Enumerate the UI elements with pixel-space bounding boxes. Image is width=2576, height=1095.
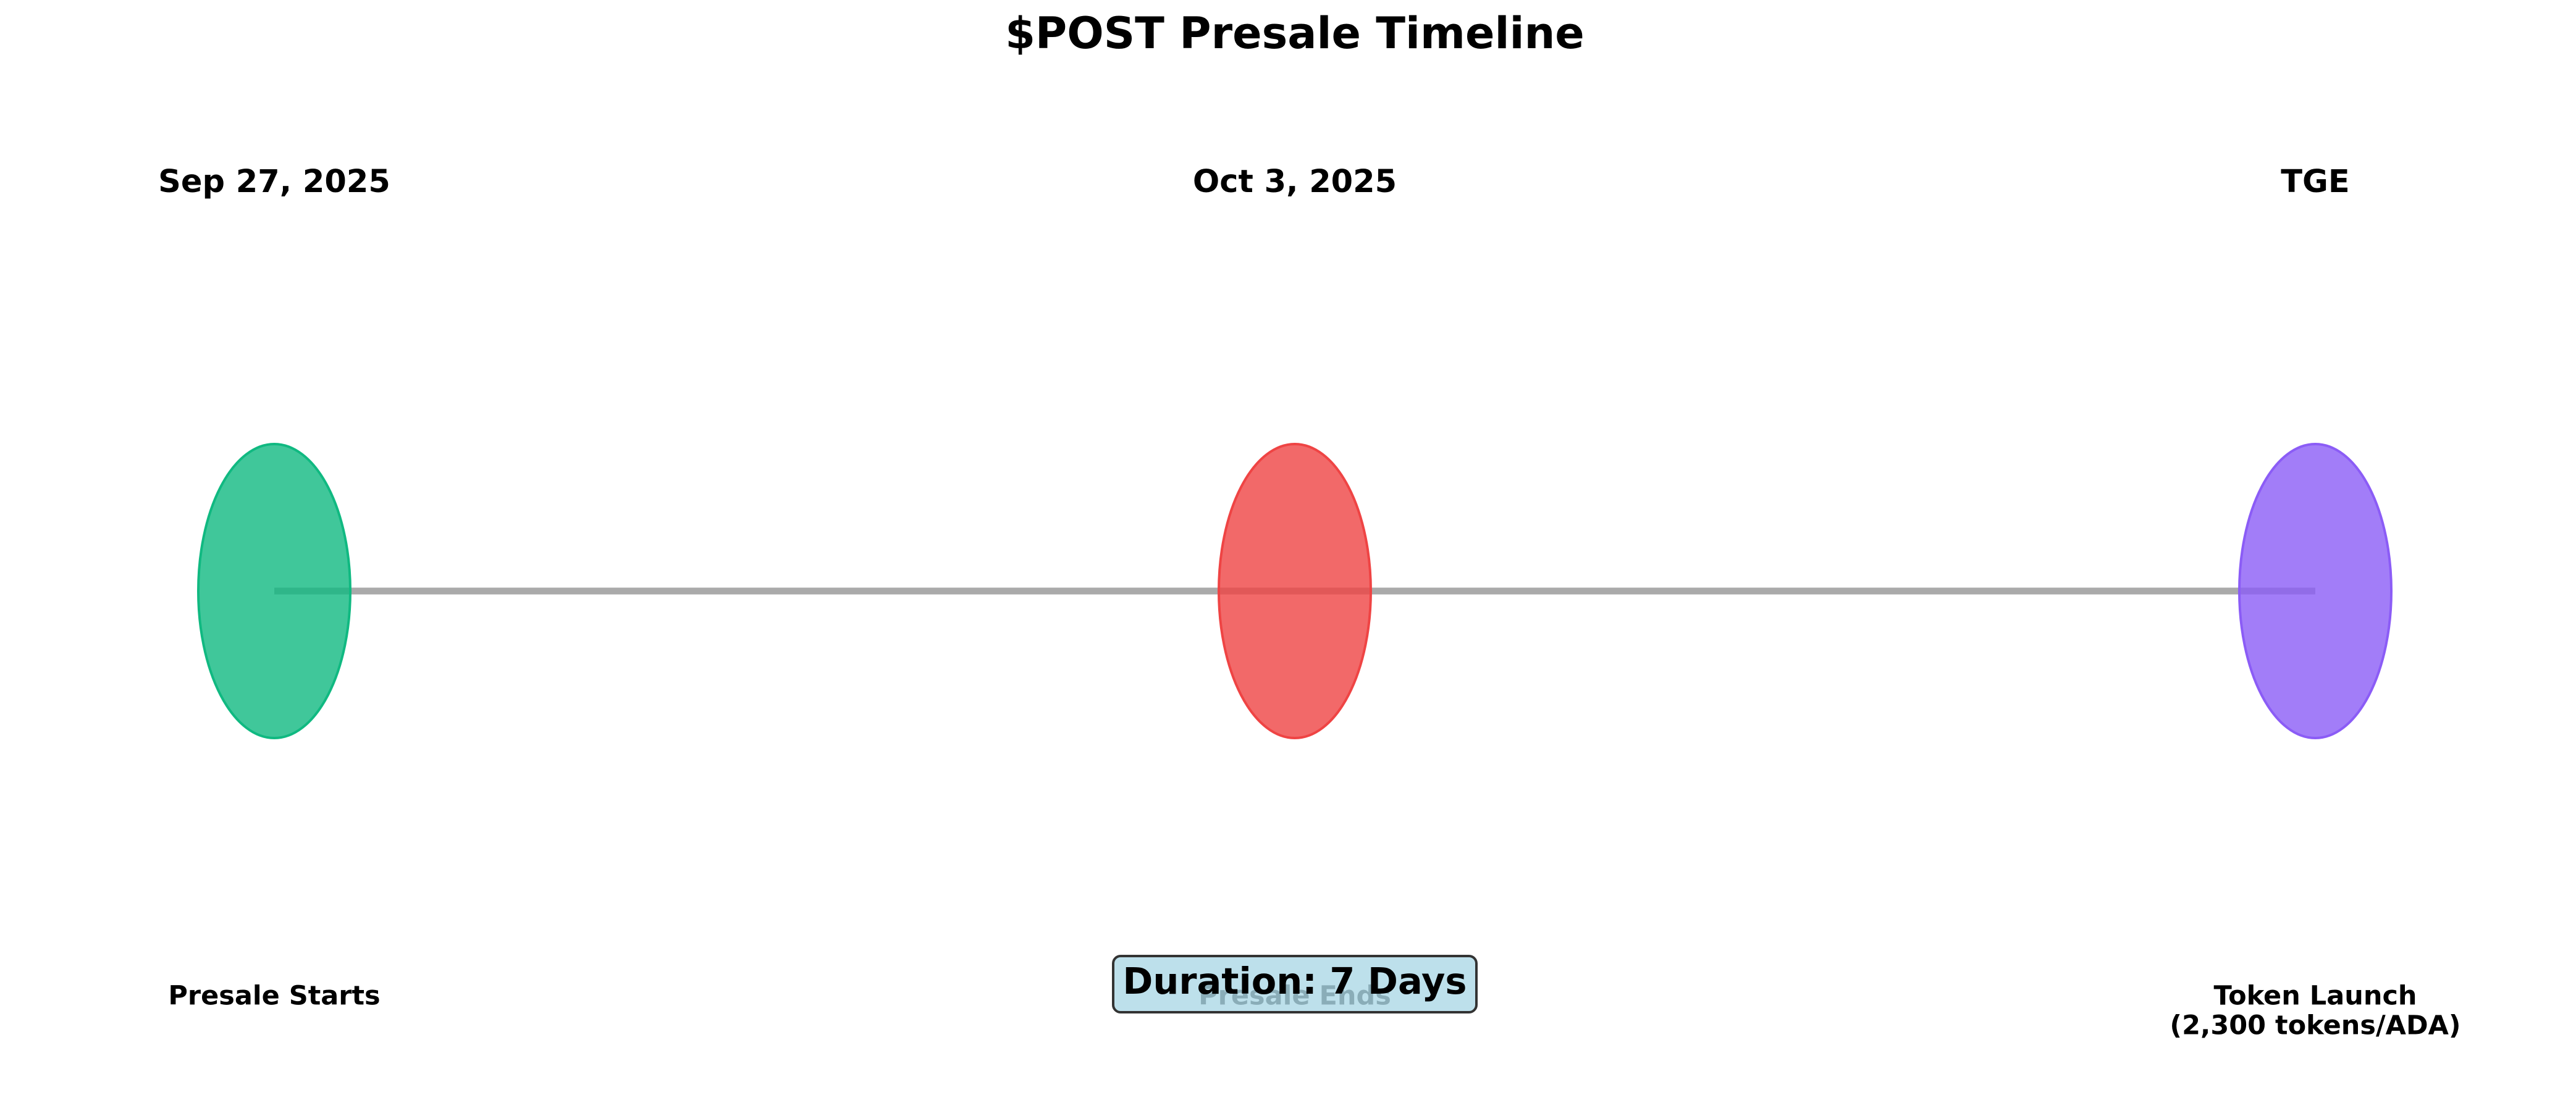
- event-date: Oct 3, 2025: [1193, 164, 1397, 200]
- event-label: Presale Starts: [168, 981, 380, 1012]
- event-label: (2,300 tokens/ADA): [2170, 1010, 2460, 1041]
- event-marker: [197, 443, 351, 739]
- duration-note: Duration: 7 Days: [1122, 960, 1467, 1002]
- event-label: Token Launch: [2213, 981, 2417, 1012]
- title: $POST Presale Timeline: [1005, 8, 1585, 59]
- duration-box: [1112, 955, 1478, 1013]
- event-date: TGE: [2281, 164, 2350, 200]
- event-marker: [2238, 443, 2393, 739]
- event-date: Sep 27, 2025: [158, 164, 390, 200]
- event-marker: [1218, 443, 1372, 739]
